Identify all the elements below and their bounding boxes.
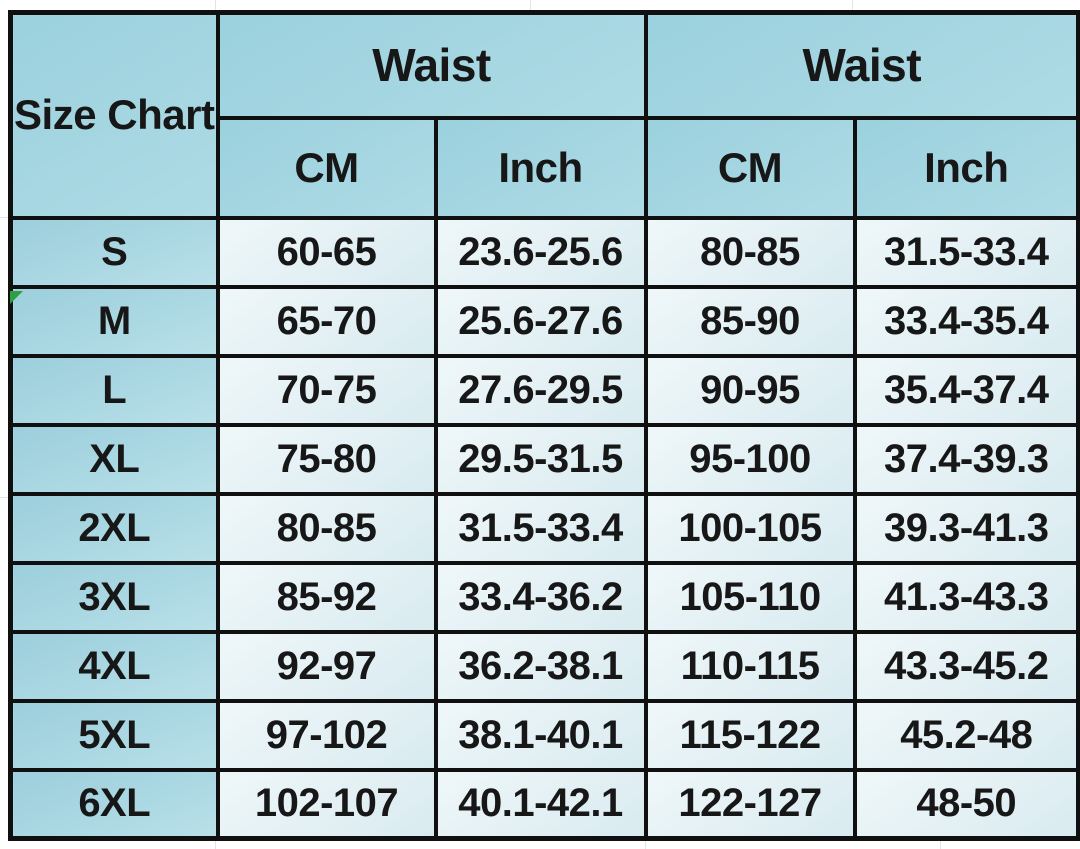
table-row-6xl: 6XL 102-107 40.1-42.1 122-127 48-50 bbox=[8, 767, 1080, 841]
waist-inch-cell: 37.4-39.3 bbox=[852, 422, 1080, 496]
size-cell: S bbox=[8, 215, 220, 289]
table-row-2xl: 2XL 80-85 31.5-33.4 100-105 39.3-41.3 bbox=[8, 491, 1080, 565]
waist-inch-cell: 38.1-40.1 bbox=[433, 698, 648, 772]
size-cell: 5XL bbox=[8, 698, 220, 772]
waist-group-header-left: Waist bbox=[215, 10, 648, 120]
waist-inch-cell: 23.6-25.6 bbox=[433, 215, 648, 289]
waist-inch-cell: 25.6-27.6 bbox=[433, 284, 648, 358]
margin-gridline bbox=[0, 497, 8, 498]
inch-header-right: Inch bbox=[852, 115, 1080, 220]
waist-cm-cell: 80-85 bbox=[643, 215, 857, 289]
margin-gridline bbox=[940, 838, 941, 849]
waist-cm-cell: 70-75 bbox=[215, 353, 438, 427]
waist-inch-cell: 48-50 bbox=[852, 767, 1080, 841]
waist-cm-cell: 90-95 bbox=[643, 353, 857, 427]
waist-cm-cell: 115-122 bbox=[643, 698, 857, 772]
waist-inch-cell: 43.3-45.2 bbox=[852, 629, 1080, 703]
waist-cm-cell: 97-102 bbox=[215, 698, 438, 772]
size-chart-table: Size Chart Waist Waist CM Inch CM Inch S… bbox=[8, 10, 1080, 841]
size-cell: 4XL bbox=[8, 629, 220, 703]
waist-cm-cell: 102-107 bbox=[215, 767, 438, 841]
waist-cm-cell: 60-65 bbox=[215, 215, 438, 289]
size-cell: 3XL bbox=[8, 560, 220, 634]
header-group-row: Size Chart Waist Waist bbox=[8, 10, 1080, 220]
size-cell: M bbox=[8, 284, 220, 358]
table-row-5xl: 5XL 97-102 38.1-40.1 115-122 45.2-48 bbox=[8, 698, 1080, 772]
waist-inch-cell: 41.3-43.3 bbox=[852, 560, 1080, 634]
waist-cm-cell: 110-115 bbox=[643, 629, 857, 703]
waist-cm-cell: 95-100 bbox=[643, 422, 857, 496]
waist-cm-cell: 122-127 bbox=[643, 767, 857, 841]
size-cell: XL bbox=[8, 422, 220, 496]
waist-cm-cell: 85-90 bbox=[643, 284, 857, 358]
waist-cm-cell: 80-85 bbox=[215, 491, 438, 565]
table-row-4xl: 4XL 92-97 36.2-38.1 110-115 43.3-45.2 bbox=[8, 629, 1080, 703]
waist-inch-cell: 35.4-37.4 bbox=[852, 353, 1080, 427]
waist-inch-cell: 31.5-33.4 bbox=[433, 491, 648, 565]
size-cell: 6XL bbox=[8, 767, 220, 841]
waist-inch-cell: 39.3-41.3 bbox=[852, 491, 1080, 565]
waist-group-header-right: Waist bbox=[643, 10, 1080, 120]
margin-gridline bbox=[215, 838, 216, 849]
margin-gridline bbox=[852, 0, 853, 10]
waist-inch-cell: 27.6-29.5 bbox=[433, 353, 648, 427]
waist-cm-cell: 85-92 bbox=[215, 560, 438, 634]
waist-inch-cell: 45.2-48 bbox=[852, 698, 1080, 772]
margin-gridline bbox=[0, 217, 8, 218]
corner-header-cell: Size Chart bbox=[8, 10, 220, 220]
cell-error-marker-icon bbox=[10, 291, 23, 304]
size-cell: 2XL bbox=[8, 491, 220, 565]
waist-cm-cell: 65-70 bbox=[215, 284, 438, 358]
waist-inch-cell: 36.2-38.1 bbox=[433, 629, 648, 703]
waist-inch-cell: 40.1-42.1 bbox=[433, 767, 648, 841]
waist-cm-cell: 92-97 bbox=[215, 629, 438, 703]
table-row-s: S 60-65 23.6-25.6 80-85 31.5-33.4 bbox=[8, 215, 1080, 289]
margin-gridline bbox=[215, 0, 216, 10]
header-sub-row: CM Inch CM Inch bbox=[11, 115, 1080, 220]
table-row-xl: XL 75-80 29.5-31.5 95-100 37.4-39.3 bbox=[8, 422, 1080, 496]
cm-header-left: CM bbox=[215, 115, 438, 220]
cm-header-right: CM bbox=[643, 115, 857, 220]
waist-cm-cell: 100-105 bbox=[643, 491, 857, 565]
waist-inch-cell: 29.5-31.5 bbox=[433, 422, 648, 496]
waist-cm-cell: 75-80 bbox=[215, 422, 438, 496]
waist-inch-cell: 33.4-36.2 bbox=[433, 560, 648, 634]
table-row-m: M 65-70 25.6-27.6 85-90 33.4-35.4 bbox=[8, 284, 1080, 358]
size-cell: L bbox=[8, 353, 220, 427]
table-row-3xl: 3XL 85-92 33.4-36.2 105-110 41.3-43.3 bbox=[8, 560, 1080, 634]
margin-gridline bbox=[530, 0, 531, 10]
inch-header-left: Inch bbox=[433, 115, 648, 220]
waist-inch-cell: 33.4-35.4 bbox=[852, 284, 1080, 358]
waist-inch-cell: 31.5-33.4 bbox=[852, 215, 1080, 289]
table-row-l: L 70-75 27.6-29.5 90-95 35.4-37.4 bbox=[8, 353, 1080, 427]
margin-gridline bbox=[645, 838, 646, 849]
waist-cm-cell: 105-110 bbox=[643, 560, 857, 634]
